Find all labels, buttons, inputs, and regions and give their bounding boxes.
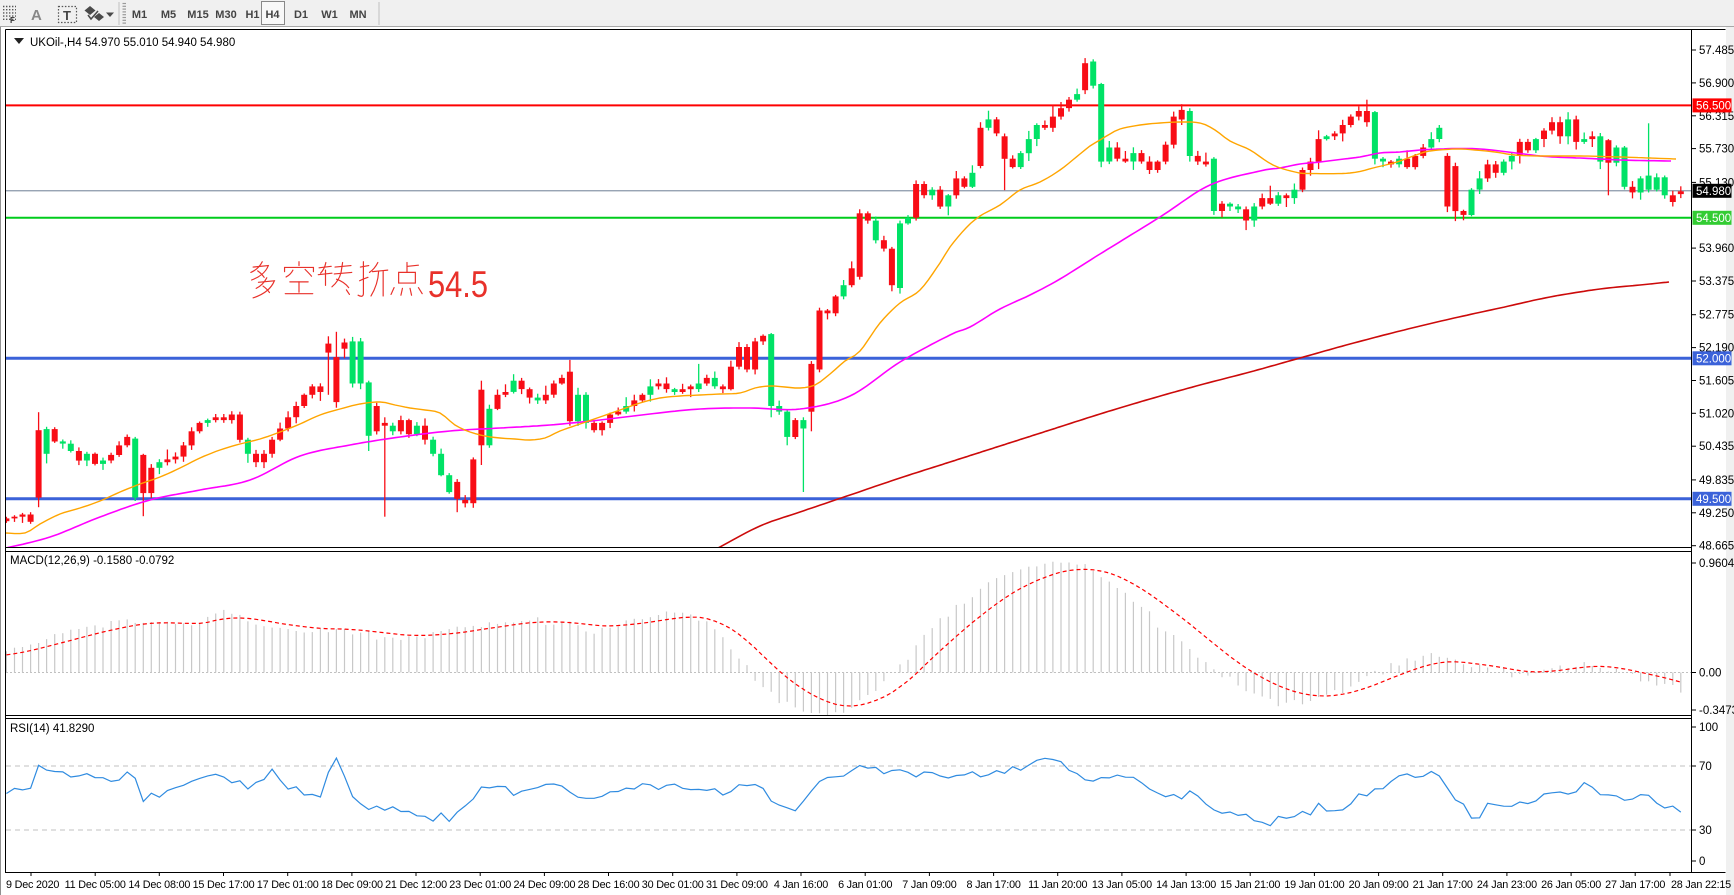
svg-text:T: T [63, 8, 71, 23]
svg-text:49.835: 49.835 [1699, 475, 1734, 487]
svg-text:0: 0 [1699, 856, 1705, 868]
svg-text:14 Dec 08:00: 14 Dec 08:00 [128, 879, 190, 891]
svg-text:9 Dec 2020: 9 Dec 2020 [6, 879, 59, 891]
svg-text:20 Jan 09:00: 20 Jan 09:00 [1349, 879, 1409, 891]
svg-text:17 Dec 01:00: 17 Dec 01:00 [257, 879, 319, 891]
svg-text:7 Jan 09:00: 7 Jan 09:00 [902, 879, 956, 891]
svg-text:49.500: 49.500 [1696, 494, 1731, 506]
svg-text:54.5: 54.5 [428, 264, 488, 305]
svg-text:24 Jan 23:00: 24 Jan 23:00 [1477, 879, 1537, 891]
svg-text:M15: M15 [187, 9, 208, 21]
svg-text:56.315: 56.315 [1699, 111, 1734, 123]
svg-text:56.500: 56.500 [1696, 101, 1731, 113]
svg-text:14 Jan 13:00: 14 Jan 13:00 [1156, 879, 1216, 891]
svg-text:D1: D1 [294, 9, 308, 21]
svg-text:57.485: 57.485 [1699, 45, 1734, 57]
svg-text:13 Jan 05:00: 13 Jan 05:00 [1092, 879, 1152, 891]
svg-text:18 Dec 09:00: 18 Dec 09:00 [321, 879, 383, 891]
svg-text:A: A [31, 7, 42, 24]
svg-text:28 Jan 22:15: 28 Jan 22:15 [1671, 879, 1731, 891]
svg-text:52.000: 52.000 [1696, 354, 1731, 366]
svg-text:30: 30 [1699, 825, 1712, 837]
svg-text:UKOil-,H4 54.970 55.010 54.94: UKOil-,H4 54.970 55.010 54.940 54.980 [30, 37, 235, 49]
svg-text:70: 70 [1699, 761, 1712, 773]
svg-text:100: 100 [1699, 722, 1718, 734]
svg-text:15 Dec 17:00: 15 Dec 17:00 [193, 879, 255, 891]
svg-text:11 Dec 05:00: 11 Dec 05:00 [65, 879, 126, 891]
svg-text:MACD(12,26,9) -0.1580 -0.0792: MACD(12,26,9) -0.1580 -0.0792 [10, 555, 174, 567]
svg-text:H4: H4 [265, 9, 280, 21]
svg-text:F: F [10, 16, 15, 25]
svg-text:24 Dec 09:00: 24 Dec 09:00 [513, 879, 575, 891]
svg-text:54.500: 54.500 [1696, 213, 1731, 225]
svg-text:55.730: 55.730 [1699, 144, 1734, 156]
svg-text:4 Jan 16:00: 4 Jan 16:00 [774, 879, 828, 891]
svg-text:H1: H1 [245, 9, 259, 21]
svg-text:52.775: 52.775 [1699, 310, 1734, 322]
svg-text:MN: MN [349, 9, 366, 21]
svg-text:W1: W1 [321, 9, 338, 21]
svg-text:M5: M5 [161, 9, 176, 21]
svg-text:54.980: 54.980 [1696, 186, 1731, 198]
svg-text:-0.3473: -0.3473 [1699, 705, 1734, 717]
svg-text:56.900: 56.900 [1699, 78, 1734, 90]
svg-text:51.020: 51.020 [1699, 408, 1734, 420]
svg-text:RSI(14) 41.8290: RSI(14) 41.8290 [10, 723, 94, 735]
svg-text:8 Jan 17:00: 8 Jan 17:00 [966, 879, 1020, 891]
svg-text:30 Dec 01:00: 30 Dec 01:00 [642, 879, 704, 891]
svg-text:0.00: 0.00 [1699, 668, 1721, 680]
svg-text:26 Jan 05:00: 26 Jan 05:00 [1541, 879, 1601, 891]
svg-text:50.435: 50.435 [1699, 441, 1734, 453]
svg-text:48.665: 48.665 [1699, 541, 1734, 553]
svg-text:M1: M1 [132, 9, 147, 21]
svg-text:21 Jan 17:00: 21 Jan 17:00 [1413, 879, 1473, 891]
svg-text:31 Dec 09:00: 31 Dec 09:00 [706, 879, 768, 891]
svg-text:53.960: 53.960 [1699, 243, 1734, 255]
svg-text:15 Jan 21:00: 15 Jan 21:00 [1220, 879, 1280, 891]
svg-text:23 Dec 01:00: 23 Dec 01:00 [449, 879, 511, 891]
svg-text:51.605: 51.605 [1699, 376, 1734, 388]
svg-text:49.250: 49.250 [1699, 508, 1734, 520]
svg-text:M30: M30 [215, 9, 236, 21]
svg-text:19 Jan 01:00: 19 Jan 01:00 [1284, 879, 1344, 891]
svg-text:21 Dec 12:00: 21 Dec 12:00 [385, 879, 447, 891]
svg-text:28 Dec 16:00: 28 Dec 16:00 [578, 879, 640, 891]
svg-text:11 Jan 20:00: 11 Jan 20:00 [1028, 879, 1087, 891]
svg-text:53.375: 53.375 [1699, 276, 1734, 288]
svg-text:0.9604: 0.9604 [1699, 558, 1734, 570]
svg-text:6 Jan 01:00: 6 Jan 01:00 [838, 879, 892, 891]
svg-text:27 Jan 17:00: 27 Jan 17:00 [1605, 879, 1665, 891]
